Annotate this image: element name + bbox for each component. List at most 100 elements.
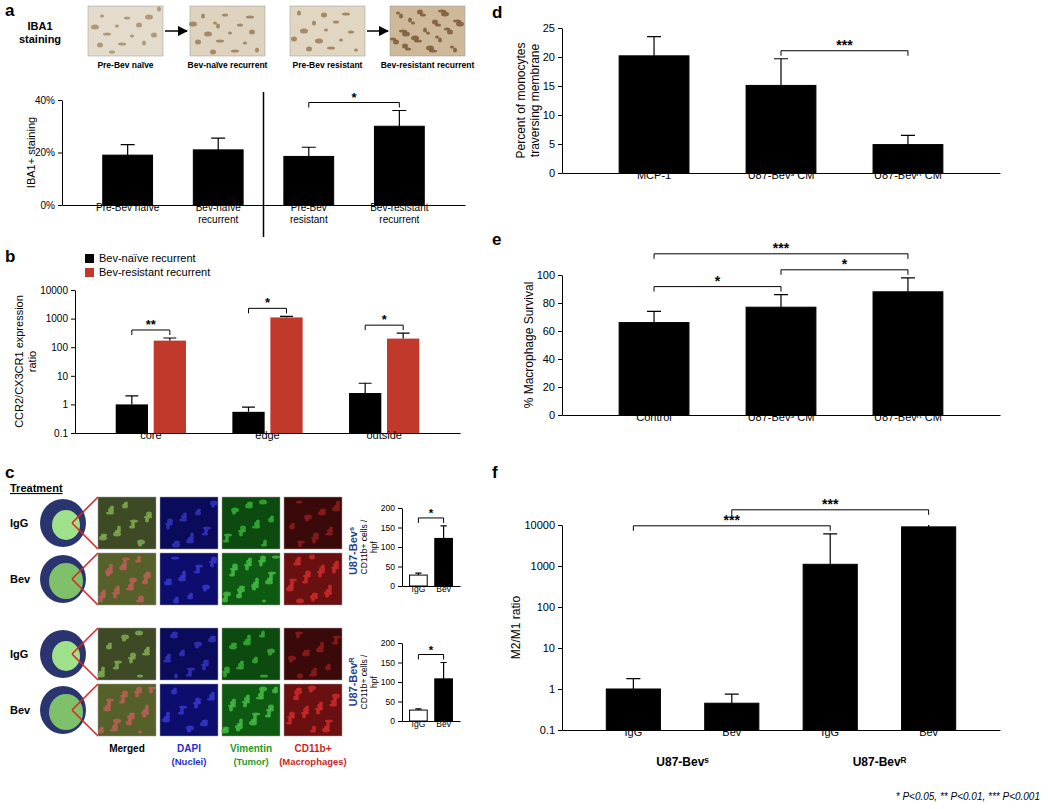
- micrograph-texture: [348, 31, 354, 34]
- y-tick-mark: [398, 682, 402, 683]
- text-line: Bev: [436, 584, 451, 594]
- y-tick-label: 0.1: [54, 428, 68, 439]
- x-axis: IgG Bev: [403, 719, 461, 729]
- text-line: IgG: [821, 726, 839, 738]
- error-bar: [647, 311, 661, 322]
- micrograph-texture: [259, 562, 263, 567]
- micrograph-row-label: Bev: [10, 704, 31, 716]
- micrograph: [98, 497, 156, 549]
- bar: [435, 679, 453, 721]
- micrograph-texture: [113, 532, 121, 537]
- group-divider: [263, 92, 265, 237]
- micrograph-texture: [137, 675, 143, 678]
- y-tick-mark: [398, 528, 402, 529]
- text-line: outside: [366, 429, 401, 441]
- y-tick-mark: [558, 86, 562, 87]
- y-axis-title: % Macrophage Survival: [522, 282, 536, 409]
- micrograph-texture: [211, 505, 215, 508]
- bar-chart: 0%20%40%IBA1+ stainingPre-Bev naïveBev-n…: [5, 1, 466, 237]
- micrograph-texture: [306, 47, 312, 52]
- text-line: CD11b+ cells /: [359, 519, 369, 575]
- y-axis: 020406080100: [537, 269, 563, 421]
- x-tick-label: IgG: [412, 719, 426, 729]
- micrograph-texture: [173, 599, 179, 604]
- micrograph-texture: [259, 500, 267, 505]
- x-tick-label: Bev-resistantrecurrent: [370, 202, 429, 225]
- micrograph-texture: [163, 660, 171, 663]
- micrograph-texture: [237, 24, 243, 27]
- x-tick: Bev: [919, 726, 938, 738]
- error-bar: [359, 383, 372, 393]
- micrograph-column-label: Merged: [109, 743, 145, 754]
- zoom-lines: [72, 628, 98, 680]
- x-tick-label: edge: [255, 429, 279, 441]
- bar: [435, 538, 453, 586]
- micrograph-texture: [435, 36, 439, 39]
- y-tick-mark: [558, 331, 562, 332]
- micrograph-texture: [145, 518, 149, 523]
- micrograph-texture: [130, 35, 134, 38]
- micrograph-texture: [327, 47, 335, 50]
- micrograph-texture: [129, 526, 135, 529]
- y-tick: 100: [51, 342, 75, 353]
- text-line: CCR2/CX3CR1 expression: [13, 295, 25, 428]
- y-tick-label: 100: [381, 542, 395, 552]
- text-line: CD11b+ cells /: [359, 654, 369, 710]
- micrograph-texture: [259, 635, 265, 638]
- plot-area: [619, 278, 943, 415]
- micrograph-texture: [179, 519, 187, 522]
- y-tick-mark: [71, 376, 75, 377]
- y-axis: 050100150200: [381, 503, 403, 591]
- micrograph-texture: [312, 21, 316, 26]
- micrograph-texture: [399, 14, 403, 19]
- significance-label: *: [265, 295, 271, 310]
- panel-side-title: U87-Bevᴿ: [347, 657, 359, 706]
- y-tick-label: 0: [549, 167, 555, 179]
- y-tick: 20: [543, 381, 562, 393]
- legend-swatch: [85, 268, 94, 277]
- micrograph-texture: [435, 24, 441, 27]
- y-tick-label: 20%: [35, 147, 55, 158]
- y-tick-label: 100: [51, 342, 68, 353]
- y-tick: 10: [57, 371, 75, 382]
- micrograph: [284, 628, 342, 680]
- x-tick-label: U87-Bevᴿ CM: [874, 169, 942, 181]
- micrograph-texture: [252, 526, 260, 529]
- micrograph-texture: [252, 659, 258, 664]
- error-bar: [392, 111, 406, 127]
- legend-label: Bev-naïve recurrent: [99, 252, 196, 264]
- text-line: recurrent: [379, 214, 419, 225]
- y-tick: 200: [381, 503, 402, 513]
- y-tick-mark: [398, 547, 402, 548]
- bar: [374, 126, 424, 205]
- y-axis-title: IBA1+ staining: [25, 117, 37, 188]
- micrograph: [98, 628, 156, 680]
- micrograph-texture: [309, 555, 315, 560]
- micrograph-texture: [393, 40, 399, 45]
- significance-label: *: [842, 256, 848, 272]
- y-tick-label: 1: [549, 683, 555, 695]
- bar: [746, 85, 816, 173]
- micrograph: [284, 497, 342, 549]
- micrograph: [222, 684, 280, 736]
- micrograph-texture: [186, 539, 194, 544]
- significance-label: *: [715, 273, 721, 289]
- micrograph-texture: [186, 674, 192, 677]
- micrograph-texture: [322, 728, 330, 733]
- y-tick-mark: [558, 730, 562, 731]
- bar: [619, 323, 689, 415]
- plot-area: [606, 525, 955, 730]
- bar: [270, 317, 302, 433]
- y-tick-label: 150: [381, 523, 395, 533]
- micrograph-texture: [246, 16, 254, 19]
- micrograph-texture: [310, 730, 316, 733]
- y-tick: 100: [537, 601, 562, 613]
- error-bar: [121, 145, 135, 156]
- micrograph-texture: [201, 14, 205, 19]
- y-tick: 0: [549, 167, 562, 179]
- error-bar: [125, 396, 138, 405]
- micrograph-texture: [268, 518, 274, 523]
- x-tick: Bev: [436, 719, 451, 729]
- y-tick-mark: [398, 567, 402, 568]
- y-axis-title: CCR2/CX3CR1 expressionratio: [13, 295, 38, 428]
